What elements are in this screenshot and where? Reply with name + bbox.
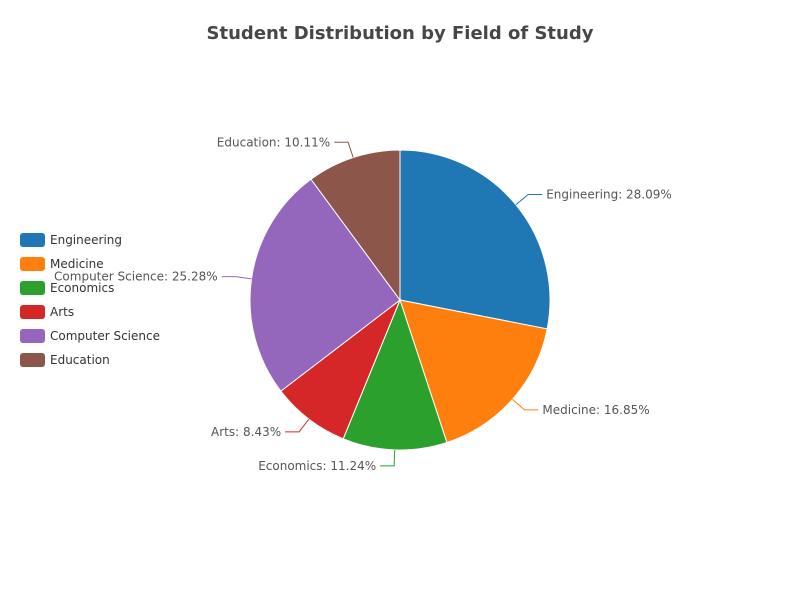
legend-item-education[interactable]: Education <box>20 353 110 367</box>
slice-label-engineering: Engineering: 28.09% <box>546 188 672 202</box>
legend-item-economics[interactable]: Economics <box>20 281 114 295</box>
legend-swatch-computer-science <box>20 329 45 343</box>
slice-leader-lines <box>221 141 543 467</box>
legend-swatch-economics <box>20 281 45 295</box>
legend-swatch-education <box>20 353 45 367</box>
leader-line-education <box>334 141 354 158</box>
pie-slice-economics[interactable] <box>342 298 448 451</box>
legend-swatch-engineering <box>20 233 45 247</box>
slice-label-education: Education: 10.11% <box>217 135 330 149</box>
legend-item-computer-science[interactable]: Computer Science <box>20 329 160 343</box>
leader-line-computer-science <box>221 276 252 280</box>
pie-slices <box>249 149 551 451</box>
leader-line-medicine <box>512 398 539 411</box>
leader-line-arts <box>285 418 310 433</box>
legend: Engineering Medicine Economics Arts Computer… <box>20 233 160 367</box>
slice-label-economics: Economics: 11.24% <box>258 459 376 473</box>
slice-label-computer-science: Computer Science: 25.28% <box>54 270 218 284</box>
pie-slice-engineering[interactable] <box>399 149 551 330</box>
slice-label-medicine: Medicine: 16.85% <box>542 403 649 417</box>
legend-label-engineering: Engineering <box>50 233 122 247</box>
legend-item-medicine[interactable]: Medicine <box>20 257 104 271</box>
legend-swatch-arts <box>20 305 45 319</box>
leader-line-economics <box>380 449 396 467</box>
slice-labels: Engineering: 28.09% Medicine: 16.85% Econo… <box>54 135 672 473</box>
legend-swatch-medicine <box>20 257 45 271</box>
legend-label-education: Education <box>50 353 110 367</box>
legend-label-medicine: Medicine <box>50 257 104 271</box>
chart-title: Student Distribution by Field of Study <box>207 23 594 44</box>
legend-label-economics: Economics <box>50 281 114 295</box>
legend-label-arts: Arts <box>50 305 74 319</box>
legend-label-computer-science: Computer Science <box>50 329 160 343</box>
pie-slice-education[interactable] <box>310 149 401 302</box>
slice-label-arts: Arts: 8.43% <box>211 425 281 439</box>
leader-line-engineering <box>515 194 543 206</box>
legend-item-engineering[interactable]: Engineering <box>20 233 122 247</box>
legend-item-arts[interactable]: Arts <box>20 305 74 319</box>
